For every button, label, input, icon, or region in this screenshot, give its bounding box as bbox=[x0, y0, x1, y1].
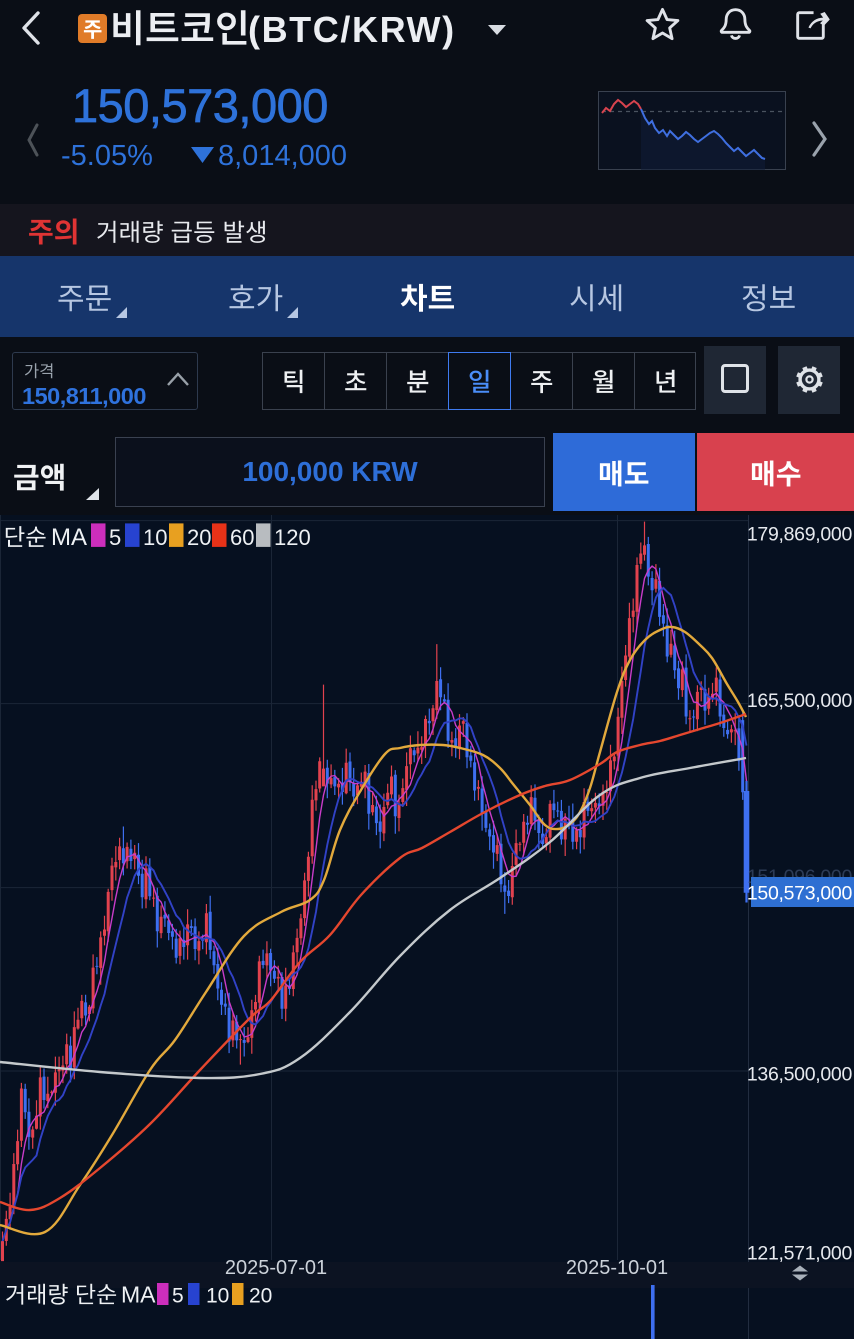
svg-text:165,500,000: 165,500,000 bbox=[747, 690, 853, 712]
svg-text:20: 20 bbox=[187, 525, 211, 550]
svg-text:20: 20 bbox=[249, 1285, 272, 1308]
svg-text:2025-07-01: 2025-07-01 bbox=[225, 1257, 327, 1279]
svg-text:10: 10 bbox=[206, 1285, 229, 1308]
svg-text:10: 10 bbox=[143, 525, 167, 550]
svg-text:120: 120 bbox=[274, 525, 311, 550]
svg-text:MA: MA bbox=[51, 524, 87, 551]
svg-text:60: 60 bbox=[230, 525, 254, 550]
svg-text:150,573,000: 150,573,000 bbox=[747, 883, 853, 905]
svg-text:5: 5 bbox=[109, 525, 121, 550]
svg-text:179,869,000: 179,869,000 bbox=[747, 524, 853, 546]
svg-text:121,571,000: 121,571,000 bbox=[747, 1243, 853, 1265]
svg-text:MA: MA bbox=[121, 1282, 156, 1308]
svg-text:2025-10-01: 2025-10-01 bbox=[566, 1257, 668, 1279]
svg-text:136,500,000: 136,500,000 bbox=[747, 1063, 853, 1085]
svg-text:5: 5 bbox=[172, 1285, 184, 1308]
